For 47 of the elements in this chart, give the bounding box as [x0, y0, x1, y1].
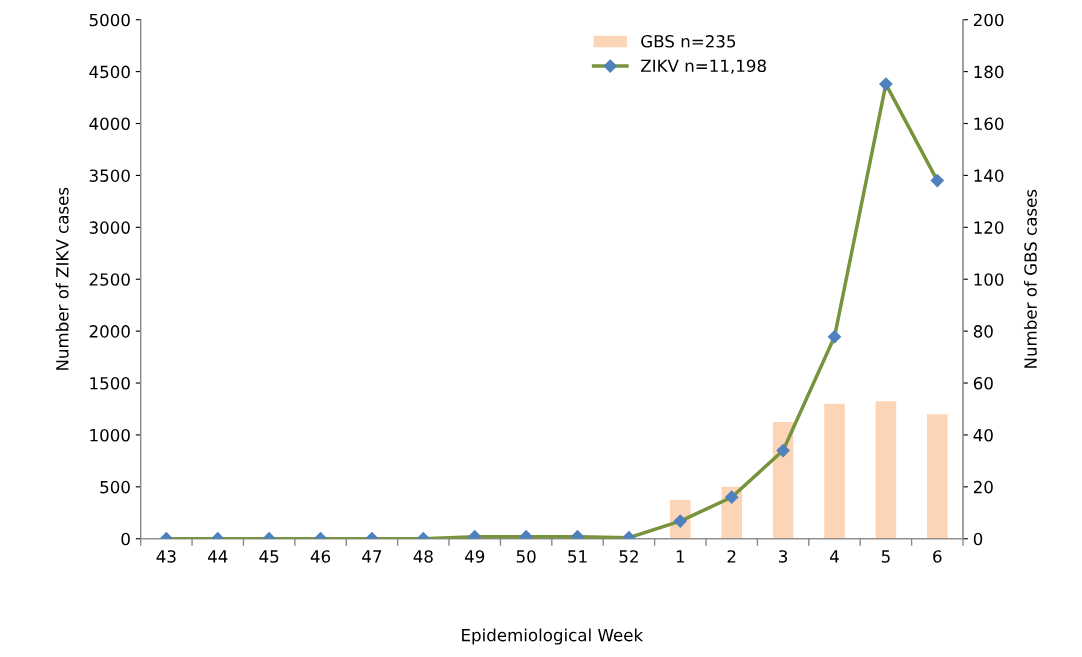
x-tick-label: 45 — [259, 550, 279, 563]
y2-tick-label: 100 — [974, 273, 1004, 286]
x-tick-label: 50 — [516, 550, 536, 563]
x-tick-label: 47 — [362, 550, 382, 563]
bar — [927, 414, 948, 539]
y2-tick-label: 180 — [974, 65, 1004, 79]
x-tick-label: 43 — [156, 550, 176, 563]
legend-label: ZIKV n=11,198 — [641, 59, 766, 74]
x-tick-label: 3 — [779, 550, 788, 563]
y2-tick-label: 160 — [974, 117, 1004, 131]
y-tick-label: 2500 — [89, 273, 130, 286]
bar — [772, 421, 794, 539]
y-tick-label: 4500 — [89, 65, 130, 79]
y2-tick-label: 80 — [973, 325, 993, 338]
y-tick-label: 3000 — [89, 221, 130, 234]
y2-tick-label: 120 — [974, 221, 1004, 234]
y2-tick-label: 20 — [973, 480, 993, 494]
y-tick-label: 4000 — [89, 117, 130, 131]
x-tick-label: 52 — [619, 550, 638, 563]
x-tick-label: 6 — [933, 550, 942, 563]
y-tick-label: 1500 — [90, 376, 130, 390]
y2-axis-title: Number of GBS cases — [1023, 189, 1037, 368]
x-tick-label: 46 — [310, 550, 331, 563]
x-tick-label: 5 — [881, 550, 890, 563]
y-axis-title: Number of ZIKV cases — [55, 187, 69, 370]
x-tick-label: 44 — [207, 550, 228, 563]
y2-tick-label: 40 — [973, 428, 993, 442]
y2-tick-label: 200 — [973, 13, 1004, 27]
y-tick-label: 5000 — [89, 13, 130, 27]
x-tick-label: 48 — [413, 550, 433, 563]
x-tick-label: 2 — [727, 550, 736, 563]
x-tick-label: 1 — [676, 550, 685, 563]
y-tick-label: 500 — [100, 480, 130, 494]
bar — [875, 401, 897, 539]
y2-tick-label: 0 — [973, 532, 983, 546]
legend-label: GBS n=235 — [641, 35, 736, 48]
x-tick-label: 4 — [830, 550, 839, 563]
y-tick-label: 2000 — [89, 325, 130, 338]
y-tick-label: 0 — [121, 532, 130, 546]
y-tick-label: 3500 — [89, 169, 130, 182]
x-tick-label: 51 — [568, 550, 587, 563]
y2-tick-label: 140 — [974, 169, 1004, 182]
y2-tick-label: 60 — [973, 376, 993, 390]
y-tick-label: 1000 — [90, 428, 130, 442]
bar — [824, 403, 845, 539]
x-axis-title: Epidemiological Week — [462, 628, 644, 645]
x-tick-label: 49 — [464, 550, 485, 563]
